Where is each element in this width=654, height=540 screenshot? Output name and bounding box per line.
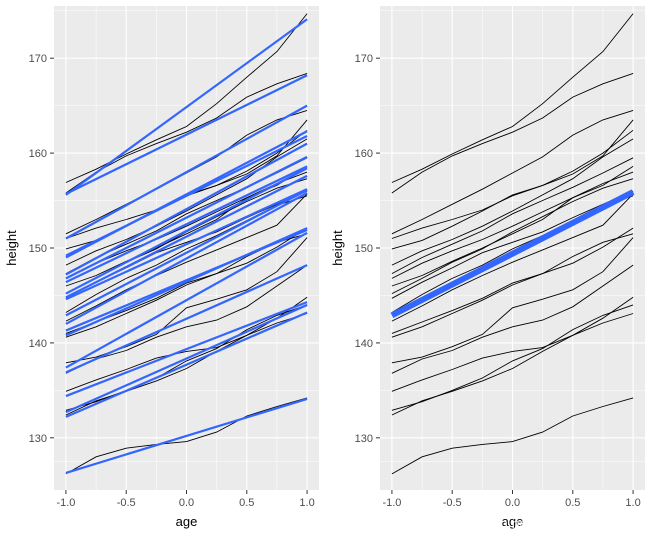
fit-line xyxy=(65,191,308,325)
fit-line xyxy=(65,228,308,332)
raw-trajectory-line xyxy=(391,227,634,338)
x-tick-label: -0.5 xyxy=(117,497,136,509)
raw-trajectory-line xyxy=(391,233,634,334)
raw-trajectory-line xyxy=(65,13,308,183)
fit-line xyxy=(65,188,308,301)
y-tick-label: 130 xyxy=(355,433,373,445)
fit-line xyxy=(65,18,308,196)
x-tick-label: 1.0 xyxy=(625,497,640,509)
fit-line xyxy=(65,135,308,257)
x-tick-label: -1.0 xyxy=(56,497,75,509)
x-axis-title: age xyxy=(176,514,198,529)
fit-line xyxy=(65,104,308,240)
fit-line xyxy=(65,74,308,195)
raw-trajectory-line xyxy=(391,304,634,411)
raw-trajectory-line xyxy=(391,119,634,239)
x-tick-label: 0.5 xyxy=(239,497,254,509)
x-axis-title: age xyxy=(502,514,524,529)
fit-line xyxy=(65,189,308,317)
raw-trajectory-line xyxy=(65,138,308,266)
pooled-fit-line xyxy=(390,189,635,319)
fit-line xyxy=(65,167,308,295)
fit-line xyxy=(65,397,308,474)
y-tick-label: 140 xyxy=(29,338,47,350)
raw-trajectory-line xyxy=(391,72,634,194)
y-tick-label: 170 xyxy=(355,53,373,65)
x-tick-label: -0.5 xyxy=(443,497,462,509)
raw-trajectory-line xyxy=(391,138,634,266)
fit-line xyxy=(65,165,308,284)
fit-line xyxy=(65,301,308,398)
fit-line xyxy=(65,142,308,276)
fit-line xyxy=(65,264,308,374)
raw-trajectory-line xyxy=(391,157,634,274)
raw-trajectory-line xyxy=(391,237,634,364)
raw-trajectory-line xyxy=(65,227,308,338)
fit-line xyxy=(65,303,308,414)
fit-line xyxy=(65,174,308,299)
fit-line xyxy=(65,231,308,369)
y-tick-label: 140 xyxy=(355,338,373,350)
panel-left: -1.0 -0.5 0.0 0.5 1.0 130 140 150 160 170 age heigh… xyxy=(4,6,319,529)
fit-line xyxy=(65,311,308,418)
raw-lines-group xyxy=(391,13,634,475)
x-tick-label: 0.0 xyxy=(179,497,194,509)
fit-lines-group xyxy=(65,18,308,474)
fit-line xyxy=(65,155,308,280)
y-tick-label: 150 xyxy=(355,243,373,255)
x-tick-label: 0.5 xyxy=(565,497,580,509)
raw-trajectory-line xyxy=(65,193,308,322)
y-tick-label: 170 xyxy=(29,53,47,65)
x-tick-label: 0.0 xyxy=(505,497,520,509)
raw-trajectory-line xyxy=(391,296,634,392)
x-tick-label: -1.0 xyxy=(382,497,401,509)
y-tick-label: 160 xyxy=(29,148,47,160)
raw-trajectory-line xyxy=(391,193,634,322)
raw-trajectory-line xyxy=(391,13,634,183)
raw-trajectory-line xyxy=(391,166,634,279)
raw-trajectory-line xyxy=(65,304,308,411)
raw-trajectory-line xyxy=(391,129,634,250)
raw-trajectory-line xyxy=(65,264,308,374)
y-tick-label: 150 xyxy=(29,243,47,255)
raw-trajectory-line xyxy=(391,171,634,287)
raw-trajectory-line xyxy=(391,178,634,295)
watermark-text: https://blog.csdn.net/weixin_45178611 xyxy=(406,515,643,531)
raw-trajectory-line xyxy=(391,109,634,235)
raw-trajectory-line xyxy=(391,264,634,374)
y-axis-title: height xyxy=(330,230,345,266)
y-tick-label: 160 xyxy=(355,148,373,160)
panel-right: -1.0 -0.5 0.0 0.5 1.0 130 140 150 160 170 age heigh… xyxy=(330,6,645,529)
y-axis-title: height xyxy=(4,230,19,266)
raw-trajectory-line xyxy=(391,397,634,475)
raw-trajectory-line xyxy=(391,190,634,299)
raw-trajectory-line xyxy=(65,397,308,475)
x-tick-label: 1.0 xyxy=(299,497,314,509)
y-tick-label: 130 xyxy=(29,433,47,445)
